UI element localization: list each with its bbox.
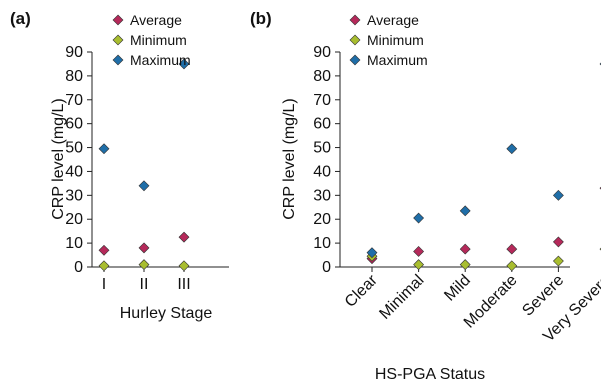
data-point-maximum <box>552 189 564 201</box>
y-tick-label: 60 <box>313 116 331 133</box>
panel-label: (b) <box>250 9 272 28</box>
x-tick-label: II <box>140 276 149 293</box>
x-axis-title: Hurley Stage <box>120 305 213 322</box>
legend-label-minimum: Minimum <box>367 32 424 48</box>
y-tick-label: 0 <box>322 259 331 276</box>
y-tick-label: 80 <box>65 68 83 85</box>
y-tick-label: 30 <box>65 187 83 204</box>
data-point-minimum <box>178 260 190 272</box>
y-tick-label: 10 <box>313 235 331 252</box>
legend-marker-minimum <box>112 34 124 46</box>
data-point-minimum <box>413 259 425 271</box>
y-tick-label: 50 <box>313 140 331 157</box>
data-point-average <box>552 236 564 248</box>
y-tick-label: 10 <box>65 235 83 252</box>
data-point-maximum <box>413 212 425 224</box>
data-point-average <box>178 231 190 243</box>
data-point-average <box>413 246 425 257</box>
legend-label-average: Average <box>367 12 419 28</box>
y-tick-label: 40 <box>313 163 331 180</box>
legend-marker-maximum <box>112 54 124 66</box>
x-axis-title: HS-PGA Status <box>375 366 485 383</box>
y-axis-title: CRP level (mg/L) <box>281 98 298 220</box>
x-tick-label: I <box>102 276 106 293</box>
legend-marker-minimum <box>349 34 361 46</box>
y-tick-label: 70 <box>313 92 331 109</box>
x-tick-label: Mild <box>441 272 474 305</box>
data-point-maximum <box>98 143 110 155</box>
y-tick-label: 90 <box>313 44 331 61</box>
data-point-minimum <box>138 259 150 271</box>
data-point-maximum <box>459 205 471 217</box>
y-tick-label: 80 <box>313 68 331 85</box>
legend-label-minimum: Minimum <box>130 32 187 48</box>
data-point-maximum <box>178 58 190 70</box>
y-tick-label: 0 <box>74 259 83 276</box>
data-point-maximum <box>138 180 150 192</box>
x-tick-label: III <box>177 276 190 293</box>
data-point-minimum <box>552 255 564 267</box>
legend-label-maximum: Maximum <box>130 52 191 68</box>
y-tick-label: 20 <box>65 211 83 228</box>
y-tick-label: 20 <box>313 211 331 228</box>
legend-marker-average <box>349 14 361 26</box>
y-tick-label: 70 <box>65 92 83 109</box>
data-point-average <box>506 243 518 255</box>
x-tick-label: Clear <box>342 271 382 311</box>
x-tick-label: Minimal <box>376 272 427 323</box>
panel-label: (a) <box>10 9 31 28</box>
y-tick-label: 60 <box>65 116 83 133</box>
y-tick-label: 90 <box>65 44 83 61</box>
legend-marker-average <box>112 14 124 26</box>
y-axis-title: CRP level (mg/L) <box>50 98 67 220</box>
data-point-minimum <box>98 260 110 272</box>
legend-marker-maximum <box>349 54 361 66</box>
data-point-average <box>138 242 150 254</box>
legend-label-maximum: Maximum <box>367 52 428 68</box>
data-point-minimum <box>459 259 471 271</box>
data-point-average <box>459 243 471 255</box>
data-point-average <box>98 244 110 256</box>
legend-label-average: Average <box>130 12 182 28</box>
y-tick-label: 40 <box>65 163 83 180</box>
y-tick-label: 30 <box>313 187 331 204</box>
data-point-maximum <box>366 247 378 259</box>
data-point-maximum <box>506 143 518 155</box>
y-tick-label: 50 <box>65 140 83 157</box>
data-point-minimum <box>506 260 518 272</box>
